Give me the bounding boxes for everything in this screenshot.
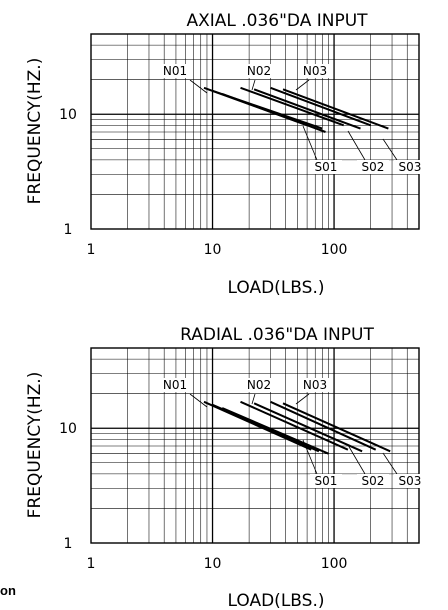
annotation-label: N03 bbox=[303, 378, 327, 392]
y-tick-label: 1 bbox=[64, 536, 73, 552]
x-tick-label: 10 bbox=[204, 556, 222, 572]
annotation-leader bbox=[302, 439, 318, 475]
annotation-leader bbox=[189, 393, 208, 408]
x-axis-label: LOAD(LBS.) bbox=[228, 591, 325, 610]
annotation-leader bbox=[189, 79, 208, 94]
annotation-bg bbox=[159, 378, 191, 392]
series-line-5 bbox=[253, 88, 361, 130]
series-line-3 bbox=[221, 93, 326, 133]
annotation-bg bbox=[299, 378, 331, 392]
annotation-label: S01 bbox=[315, 474, 338, 488]
annotation-leader bbox=[382, 452, 398, 475]
annotation-bg bbox=[357, 160, 389, 174]
chart-title: RADIAL .036"DA INPUT bbox=[180, 325, 374, 345]
annotation-bg bbox=[310, 160, 342, 174]
series-line-7 bbox=[282, 402, 391, 453]
annotation-leader bbox=[251, 393, 256, 405]
series-line-3 bbox=[221, 407, 329, 455]
series-line-5 bbox=[253, 402, 363, 453]
radial-chart: RADIAL .036"DA INPUT FREQUENCY(HZ.) LOAD… bbox=[25, 325, 426, 610]
y-axis-label: FREQUENCY(HZ.) bbox=[25, 372, 45, 519]
series-line-2 bbox=[212, 403, 320, 453]
y-tick-label: 10 bbox=[59, 107, 77, 123]
chart-title: AXIAL .036"DA INPUT bbox=[186, 11, 368, 31]
annotation-label: S02 bbox=[362, 160, 385, 174]
annotation-bg bbox=[394, 160, 426, 174]
x-tick-label: 1 bbox=[87, 242, 96, 258]
annotation-bg bbox=[243, 378, 275, 392]
annotation-bg bbox=[299, 64, 331, 78]
annotation-bg bbox=[243, 64, 275, 78]
plot-area bbox=[203, 86, 389, 133]
annotation-leader bbox=[295, 393, 310, 405]
series-line-6 bbox=[270, 400, 377, 451]
series-line-4 bbox=[240, 400, 349, 451]
annotation-label: N02 bbox=[247, 378, 271, 392]
annotations: N01 N02 N03 S01 S02 S03 bbox=[159, 64, 426, 174]
annotation-leader bbox=[347, 130, 366, 161]
annotation-leader bbox=[302, 125, 318, 161]
tick-labels: 1 10 100 1 10 bbox=[59, 107, 347, 258]
x-tick-label: 100 bbox=[321, 556, 348, 572]
series-line-4 bbox=[240, 86, 345, 127]
annotation-leader bbox=[251, 79, 256, 91]
annotation-leader bbox=[347, 444, 366, 475]
y-tick-label: 1 bbox=[64, 222, 73, 238]
axial-chart: AXIAL .036"DA INPUT FREQUENCY(HZ.) LOAD(… bbox=[25, 11, 426, 298]
x-axis-label: LOAD(LBS.) bbox=[228, 278, 325, 298]
x-tick-label: 100 bbox=[321, 242, 348, 258]
annotation-leader bbox=[382, 138, 398, 161]
annotation-bg bbox=[159, 64, 191, 78]
annotation-label: N01 bbox=[163, 378, 187, 392]
annotation-leader bbox=[295, 79, 310, 91]
y-axis-label: FREQUENCY(HZ.) bbox=[25, 58, 45, 205]
plot-frame bbox=[90, 33, 420, 230]
x-tick-label: 10 bbox=[204, 242, 222, 258]
annotation-label: S02 bbox=[362, 474, 385, 488]
annotation-label: N03 bbox=[303, 64, 327, 78]
x-tick-label: 1 bbox=[87, 556, 96, 572]
annotation-label: N02 bbox=[247, 64, 271, 78]
annotation-label: S01 bbox=[315, 160, 338, 174]
annotation-bg bbox=[357, 474, 389, 488]
plot-area bbox=[203, 400, 391, 455]
grid bbox=[91, 348, 419, 543]
y-tick-label: 10 bbox=[59, 421, 77, 437]
series-line-7 bbox=[282, 88, 389, 130]
annotation-label: S03 bbox=[399, 474, 422, 488]
annotation-bg bbox=[310, 474, 342, 488]
annotation-bg bbox=[394, 474, 426, 488]
series-line-6 bbox=[270, 86, 371, 127]
annotations: N01 N02 N03 S01 S02 S03 bbox=[159, 378, 426, 488]
tick-labels: 1 10 100 1 10 bbox=[59, 421, 347, 572]
cropped-text-fragment: on bbox=[0, 583, 16, 598]
plot-frame bbox=[90, 347, 420, 544]
annotation-label: S03 bbox=[399, 160, 422, 174]
annotation-label: N01 bbox=[163, 64, 187, 78]
